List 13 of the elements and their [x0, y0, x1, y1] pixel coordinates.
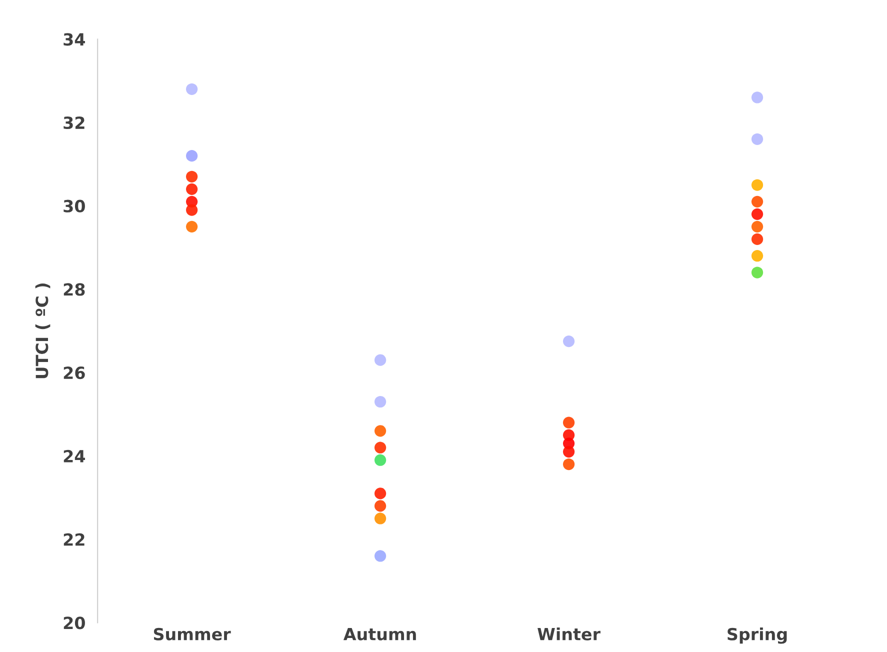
- y-tick-label: 24: [64, 450, 85, 462]
- y-tick-label: 22: [64, 533, 84, 546]
- y-tick-label: 30: [64, 200, 85, 212]
- y-tick-label: 32: [64, 116, 84, 130]
- y-tick-label: 34: [64, 33, 85, 46]
- y-tick-label: 20: [64, 616, 85, 630]
- x-tick-label: Autumn: [343, 628, 416, 640]
- x-tick-label: Spring: [728, 628, 787, 644]
- y-axis-title: UTCI ( ºC ): [35, 284, 50, 378]
- x-tick-label: Winter: [538, 628, 600, 640]
- y-tick-label: 28: [64, 283, 85, 296]
- y-tick-label: 26: [64, 366, 85, 380]
- x-tick-label: Summer: [154, 628, 231, 640]
